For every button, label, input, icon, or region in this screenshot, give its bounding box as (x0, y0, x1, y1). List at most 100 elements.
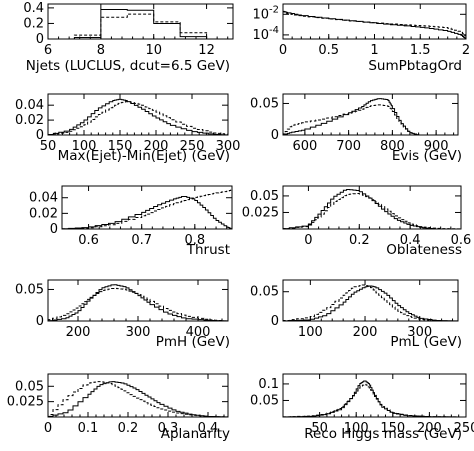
dashed-series-line (282, 284, 458, 322)
x-tick-label: 200 (417, 421, 442, 436)
x-tick-label: 6 (44, 43, 52, 58)
dashed-series-line (282, 383, 466, 418)
x-axis-label: Oblateness (386, 242, 462, 258)
plot-frame (282, 279, 459, 322)
dashed-series-line (47, 287, 228, 322)
y-tick-label: 0.05 (15, 379, 44, 394)
x-axis-label: PmH (GeV) (156, 334, 230, 350)
panel-p8: 100 200 300 0 0.05 PmL (GeV) (250, 279, 462, 350)
dashed-series-line (47, 101, 228, 136)
x-axis-label: Aplanarity (161, 426, 230, 442)
panel-p10: 50 100 150 200 250 0.050.1 Reco Higgs mass (Ge… (250, 373, 474, 442)
x-tick-label: 600 (292, 139, 317, 154)
solid-series-line (282, 98, 458, 136)
y-tick-label: 0.04 (15, 98, 44, 113)
x-tick-label: 150 (108, 139, 133, 154)
x-axis-label: Njets (LUCLUS, dcut=6.5 GeV) (26, 58, 230, 74)
plot-frame (282, 3, 467, 40)
y-tick-label: 0.05 (250, 285, 279, 300)
x-tick-label: 50 (40, 139, 57, 154)
x-tick-label: 10 (145, 43, 162, 58)
panel-p4: 600 700 800 900 0 0.05 Evis (GeV) (250, 93, 462, 164)
x-tick-label: 800 (380, 139, 405, 154)
plot-frame (47, 3, 234, 40)
y-tick-label: 0.2 (23, 16, 44, 31)
x-tick-label: 0.6 (78, 233, 99, 248)
x-axis-label: Max(Ejet)-Min(Ejet) (GeV) (58, 148, 230, 164)
x-tick-label: 0.1 (78, 421, 99, 436)
y-tick-label: 0.05 (250, 96, 279, 111)
solid-series-line (61, 196, 232, 230)
y-tick-label: 0.04 (29, 191, 58, 206)
y-tick-label: 0.05 (15, 282, 44, 297)
x-tick-label: 0.4 (400, 233, 421, 248)
plot-frame (282, 93, 459, 136)
x-tick-label: 0.8 (184, 233, 205, 248)
x-axis-label: Evis (GeV) (392, 148, 462, 164)
solid-series-line (282, 188, 461, 230)
x-axis-label: Reco Higgs mass (GeV) (304, 426, 462, 442)
dashed-series-line (48, 13, 233, 40)
x-tick-label: 0.5 (318, 43, 339, 58)
x-tick-label: 0.7 (131, 233, 152, 248)
x-tick-label: 12 (198, 43, 215, 58)
x-tick-label: 100 (344, 421, 369, 436)
y-tick-label: 0.025 (242, 205, 279, 220)
plot-frame (282, 185, 462, 230)
y-tick-label: 0.05 (250, 189, 279, 204)
x-tick-label: 150 (380, 421, 405, 436)
x-tick-label: 0.2 (118, 421, 139, 436)
x-tick-label: 200 (353, 325, 378, 340)
x-tick-label: 300 (126, 325, 151, 340)
dashed-series-line (282, 104, 458, 136)
x-tick-label: 100 (298, 325, 323, 340)
x-tick-label: 250 (454, 421, 474, 436)
plot-frame (47, 373, 229, 418)
y-tick-label: 0 (36, 128, 44, 143)
x-tick-label: 300 (407, 325, 432, 340)
x-tick-label: 200 (144, 139, 169, 154)
x-tick-label: 0.6 (451, 233, 472, 248)
solid-series-line (47, 284, 228, 322)
x-tick-label: 0 (304, 233, 312, 248)
plot-frame (282, 373, 467, 418)
x-tick-label: 900 (424, 139, 449, 154)
x-tick-label: 300 (216, 139, 241, 154)
dashed-series-line (282, 10, 466, 37)
y-tick-label: 0.025 (7, 395, 44, 410)
panel-p5: 0.6 0.7 0.8 00.020.04 Thrust (29, 185, 233, 258)
panel-p1: 6 8 10 12 00.20.4 Njets (LUCLUS, dcut=6.5 GeV… (23, 1, 234, 74)
y-tick-label: 0 (36, 32, 44, 47)
x-axis-label: SumPbtagOrd (368, 58, 462, 74)
x-tick-label: 50 (311, 421, 328, 436)
y-tick-label: 0 (36, 314, 44, 329)
x-tick-label: 250 (180, 139, 205, 154)
solid-series-line (47, 381, 228, 418)
x-tick-label: 0.4 (198, 421, 219, 436)
y-tick-label: 10-4 (252, 25, 279, 43)
x-tick-label: 400 (186, 325, 211, 340)
y-tick-label: 0 (271, 314, 279, 329)
panel-p2: 0 0.5 1 1.5 2 10-2 10-4 SumPbtagOrd (252, 3, 470, 74)
x-axis-label: PmL (GeV) (390, 334, 462, 350)
x-tick-label: 0.2 (349, 233, 370, 248)
y-tick-label: 0.02 (15, 113, 44, 128)
x-tick-label: 0 (44, 421, 52, 436)
panel-p3: 50 100 150 200 250 300 00.020.04 Max(Ejet)-Min(… (15, 93, 241, 164)
y-tick-label: 10-2 (252, 4, 279, 22)
x-tick-label: 0 (279, 43, 287, 58)
panel-p7: 200 300 400 0 0.05 PmH (GeV) (15, 279, 230, 350)
plot-frame (47, 93, 229, 136)
y-tick-label: 0.4 (23, 1, 44, 16)
x-tick-label: 100 (72, 139, 97, 154)
y-tick-label: 0 (271, 128, 279, 143)
y-tick-label: 0.1 (258, 377, 279, 392)
x-tick-label: 0.3 (158, 421, 179, 436)
plot-frame (61, 185, 233, 230)
dashed-series-line (47, 381, 228, 418)
y-tick-label: 0.05 (250, 393, 279, 408)
x-tick-label: 700 (336, 139, 361, 154)
